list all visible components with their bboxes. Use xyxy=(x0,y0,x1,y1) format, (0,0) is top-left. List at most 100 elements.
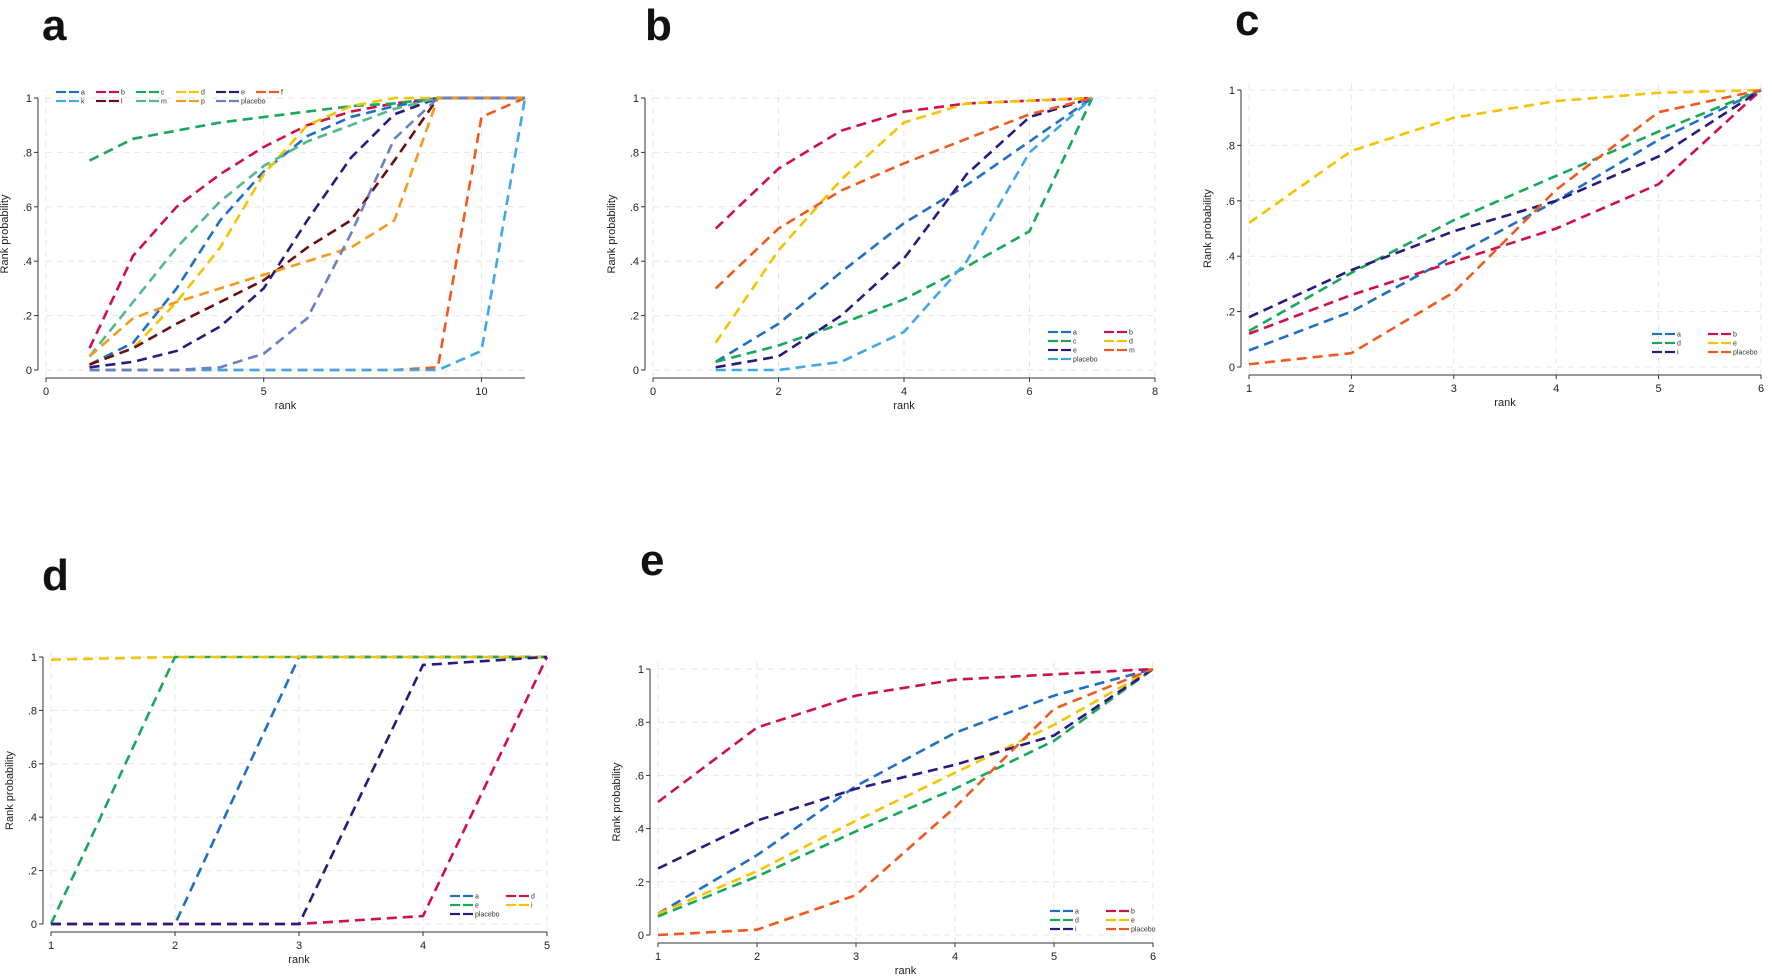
legend-label: b xyxy=(1131,909,1135,916)
legend-label: placebo xyxy=(1073,357,1098,364)
y-tick-label: .2 xyxy=(635,877,644,889)
legend-label: a xyxy=(1677,332,1681,339)
y-tick-label: 1 xyxy=(1229,85,1235,97)
legend-label: l xyxy=(121,99,123,106)
series-line-k xyxy=(89,97,527,372)
legend-label: b xyxy=(1129,330,1133,337)
series-line-e xyxy=(1248,88,1762,225)
panel-letter: d xyxy=(42,551,69,600)
series-line-placebo xyxy=(89,96,525,372)
y-tick-label: .4 xyxy=(630,256,639,268)
legend-label: i xyxy=(531,903,533,910)
series-line-d xyxy=(1248,88,1762,333)
panel-e: e 0 .2 .4 .6 .8 1 1 2 3 4 5 6 rank Rank probability a b d… xyxy=(611,536,1156,977)
y-tick-label: 0 xyxy=(31,919,37,931)
y-tick-label: .2 xyxy=(23,311,32,323)
series-line-p xyxy=(88,96,525,358)
y-axis-label: Rank probability xyxy=(4,751,16,830)
legend-label: c xyxy=(161,90,165,97)
legend-label: a xyxy=(1073,330,1077,337)
legend-label: placebo xyxy=(1733,350,1758,357)
legend-label: b xyxy=(121,90,125,97)
y-tick-label: .8 xyxy=(635,717,644,729)
series-line-i xyxy=(657,667,1154,870)
x-tick-label: 6 xyxy=(1150,951,1156,963)
x-tick-label: 6 xyxy=(1026,386,1032,398)
y-tick-label: .8 xyxy=(630,147,639,159)
y-tick-label: .4 xyxy=(635,824,644,836)
x-tick-label: 1 xyxy=(655,951,661,963)
y-tick-label: 0 xyxy=(26,365,32,377)
x-tick-label: 2 xyxy=(172,940,178,952)
x-tick-label: 4 xyxy=(901,386,907,398)
legend: a b c d e m placebo xyxy=(1048,330,1135,364)
x-tick-label: 10 xyxy=(475,386,487,398)
x-tick-label: 3 xyxy=(853,951,859,963)
legend-label: i xyxy=(1075,927,1077,934)
y-tick-label: 1 xyxy=(638,664,644,676)
y-tick-label: .2 xyxy=(28,866,37,878)
legend: a b d e i placebo xyxy=(1050,909,1156,934)
x-tick-label: 5 xyxy=(1656,383,1662,395)
legend-label: f xyxy=(281,90,283,97)
y-axis-label: Rank probability xyxy=(611,762,623,841)
y-tick-label: .8 xyxy=(1226,140,1235,152)
y-tick-label: .6 xyxy=(1226,196,1235,208)
x-tick-label: 0 xyxy=(43,386,49,398)
y-tick-label: .8 xyxy=(23,147,32,159)
x-tick-label: 4 xyxy=(1553,383,1559,395)
series-line-c xyxy=(715,97,1094,364)
series-line-placebo xyxy=(657,667,1154,937)
legend-label: b xyxy=(1733,332,1737,339)
legend-label: m xyxy=(1129,348,1135,355)
panel-letter: c xyxy=(1235,0,1259,45)
panel-d: d 0 .2 .4 .6 .8 1 1 2 3 4 5 rank Rank probability a d e i… xyxy=(4,551,550,966)
x-tick-label: 2 xyxy=(1348,383,1354,395)
x-tick-label: 4 xyxy=(952,951,958,963)
y-tick-label: .4 xyxy=(28,812,37,824)
panel-letter: a xyxy=(42,1,67,50)
y-tick-label: 0 xyxy=(1229,362,1235,374)
x-axis-label: rank xyxy=(895,965,917,977)
series-line-a xyxy=(657,667,1154,915)
x-tick-label: 8 xyxy=(1152,386,1158,398)
legend-label: placebo xyxy=(1131,927,1156,934)
y-tick-label: 1 xyxy=(633,93,639,105)
x-axis-label: rank xyxy=(275,400,297,412)
series-line-f xyxy=(89,96,526,372)
y-tick-label: .4 xyxy=(1226,251,1235,263)
legend-label: e xyxy=(475,903,479,910)
y-tick-label: .6 xyxy=(23,202,32,214)
series-line-d xyxy=(714,96,1093,344)
series-line-e xyxy=(657,667,1154,915)
panel-letter: e xyxy=(640,536,664,585)
series-line-d xyxy=(657,667,1154,918)
series-line-b xyxy=(657,667,1154,804)
series-line-a xyxy=(715,96,1093,363)
legend: a d e i placebo xyxy=(450,894,535,919)
legend-label: placebo xyxy=(241,99,266,106)
x-tick-label: 2 xyxy=(775,386,781,398)
x-tick-label: 1 xyxy=(1246,383,1252,395)
y-axis-label: Rank probability xyxy=(0,194,11,273)
legend-label: a xyxy=(475,894,479,901)
legend: a b d e i placebo xyxy=(1652,332,1758,357)
y-tick-label: .6 xyxy=(630,202,639,214)
series-line-i xyxy=(50,655,547,661)
legend-label: d xyxy=(531,894,535,901)
x-tick-label: 3 xyxy=(1451,383,1457,395)
y-tick-label: 1 xyxy=(26,93,32,105)
y-tick-label: 0 xyxy=(633,365,639,377)
legend-label: d xyxy=(201,90,205,97)
x-tick-label: 5 xyxy=(544,940,550,952)
y-tick-label: .2 xyxy=(630,311,639,323)
x-tick-label: 5 xyxy=(261,386,267,398)
legend-label: e xyxy=(1073,348,1077,355)
y-axis-label: Rank probability xyxy=(606,194,618,273)
legend-label: e xyxy=(241,90,245,97)
series-line-b xyxy=(714,96,1093,230)
y-tick-label: .8 xyxy=(28,705,37,717)
panel-letter: b xyxy=(645,1,672,50)
